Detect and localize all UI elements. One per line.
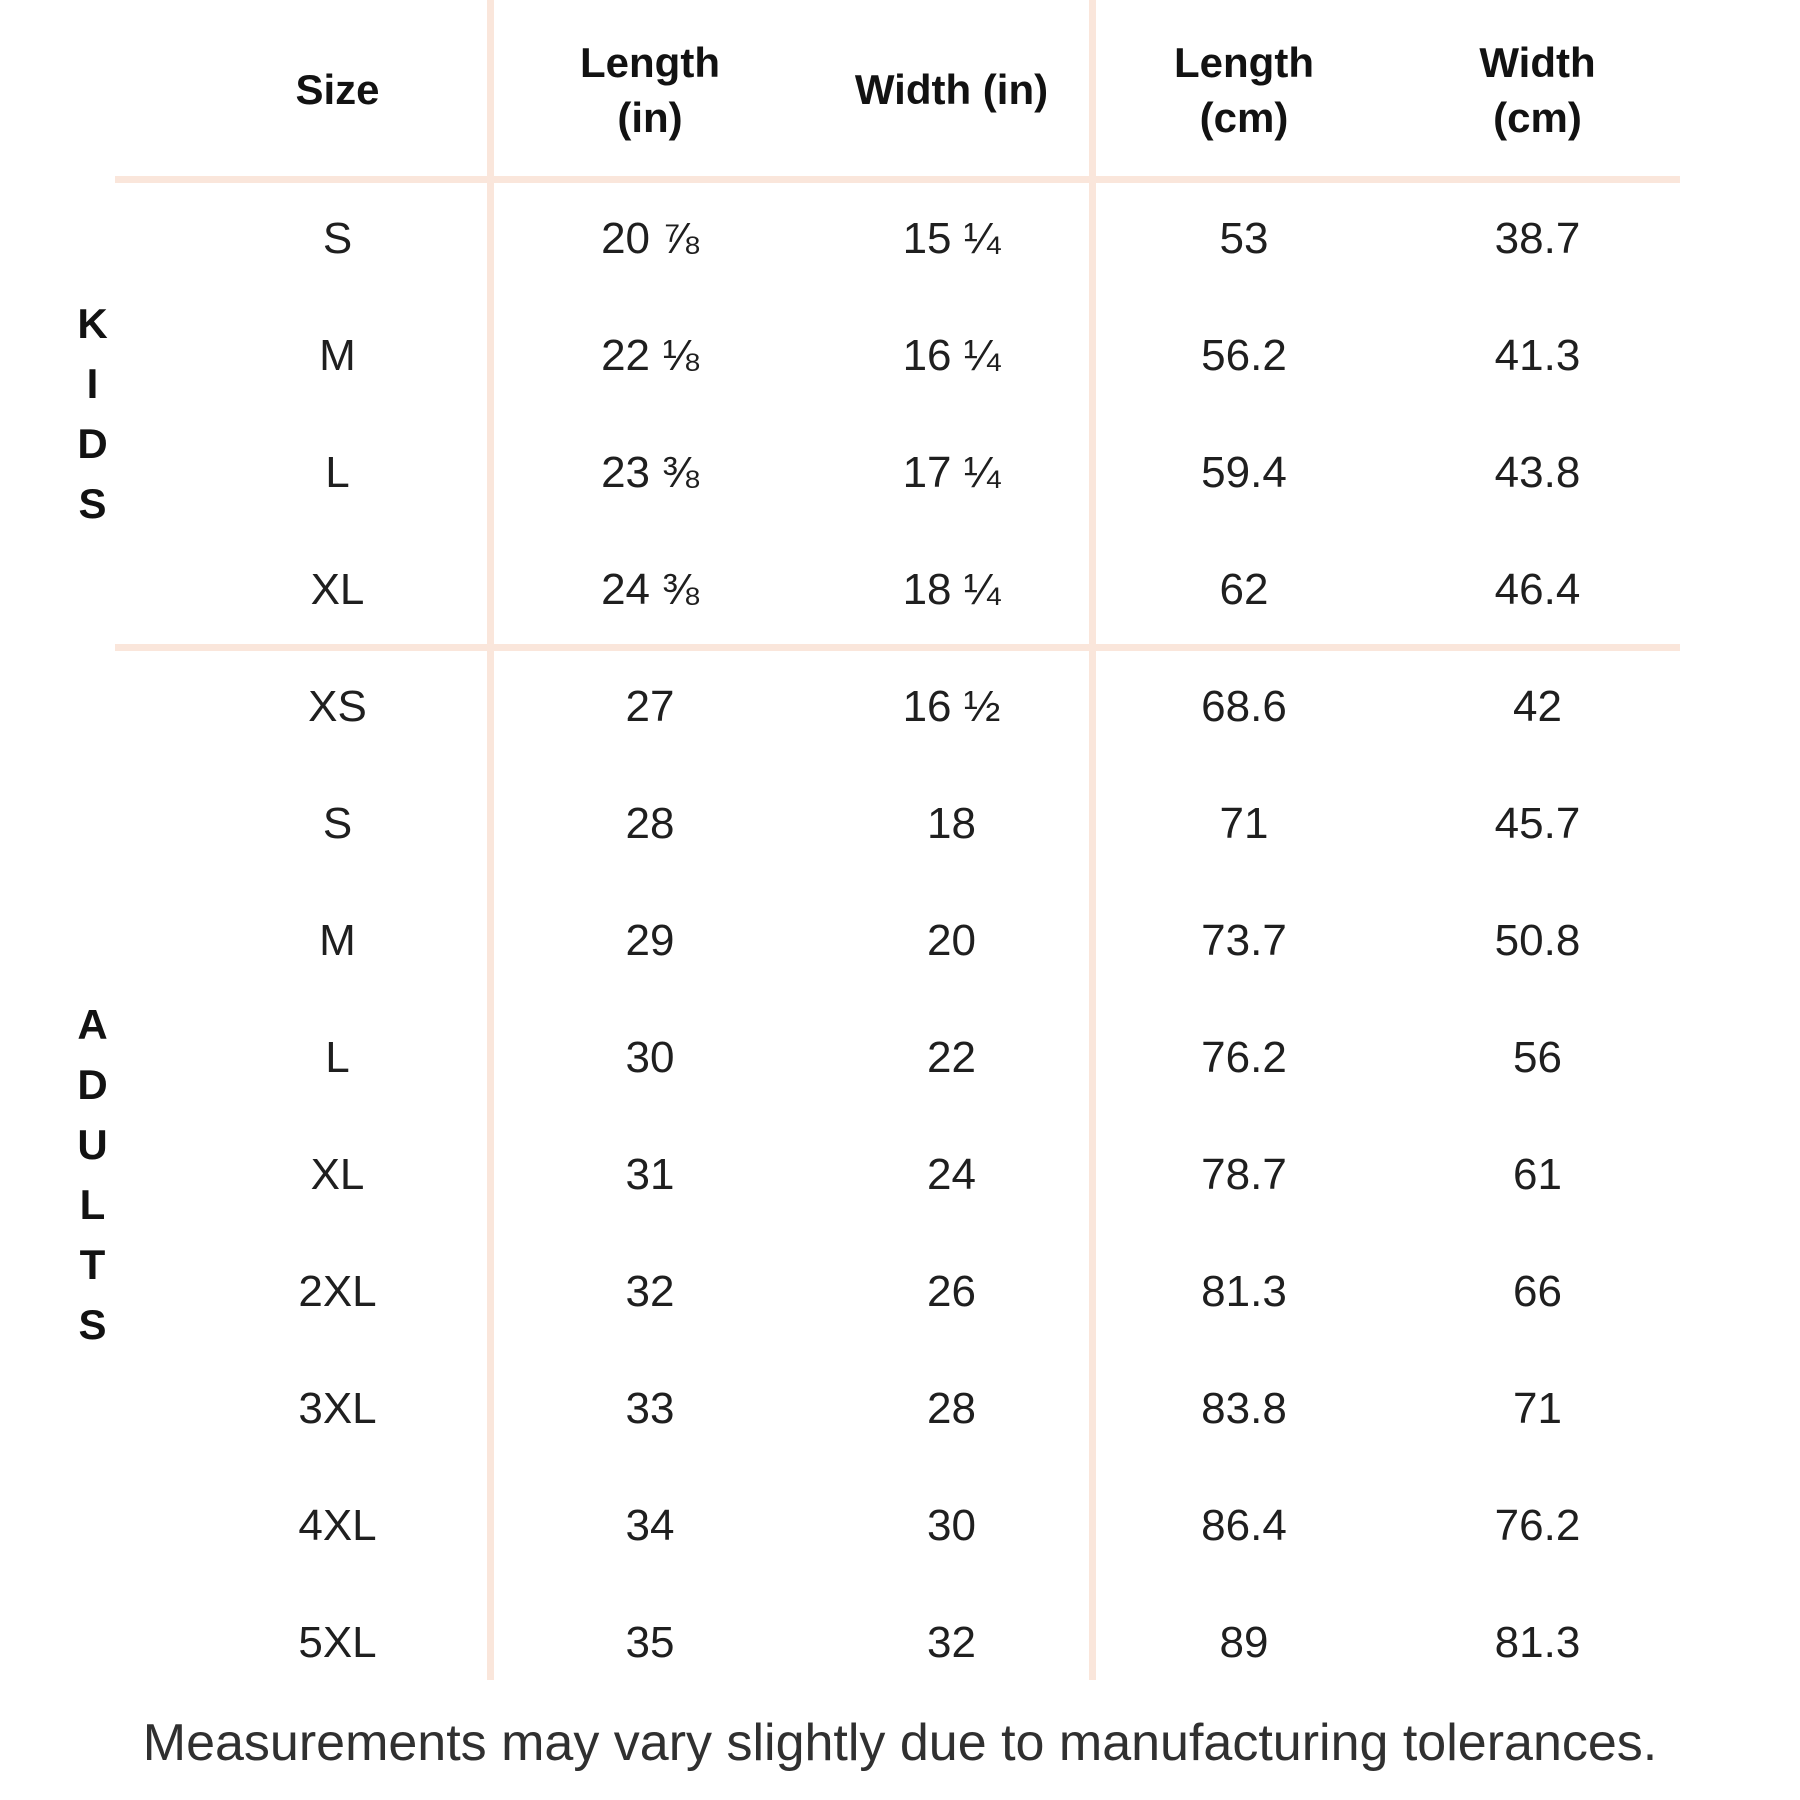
kids-size-cell: L [325,447,350,497]
header-size-line1: Size [295,66,380,114]
header-spacer [0,0,185,180]
header-width-cm: Width (cm) [1395,0,1680,180]
adults-width-in-cell: 20 [927,915,976,965]
kids-width-cm-cell: 38.7 [1494,213,1581,263]
adults-length-cm-cell: 81.3 [1201,1266,1287,1316]
kids-group-cell: KIDS [0,180,185,648]
adults-length-in-cell: 35 [625,1617,675,1667]
kids-group-label: KIDS [77,300,108,527]
adults-length-cm-cell: 83.8 [1201,1383,1287,1433]
adults-length-in-cell: 27 [625,681,675,731]
adults-length-cm-cell: 78.7 [1201,1149,1287,1199]
header-length-cm: Length (cm) [1093,0,1395,180]
kids-width-in-cell: 15 ¼ [902,213,1001,263]
adults-size-cell: XS [308,681,367,731]
adults-width-cm-cell: 50.8 [1494,915,1581,965]
adults-width-cm-cell: 76.2 [1494,1500,1581,1550]
header-width-in-line1: Width (in) [854,66,1049,114]
kids-length-cm-cell: 56.2 [1201,330,1287,380]
table-header-row: Size Length (in) Width (in) Length (cm) … [0,0,1680,180]
adults-length-cm-cell: 71 [1219,798,1269,848]
adults-group-label: ADULTS [77,1000,108,1348]
kids-width-in-cell: 17 ¼ [902,447,1001,497]
kids-width-cm-cell: 41.3 [1494,330,1581,380]
kids-length-in-cell: 24 ⅜ [601,564,699,614]
kids-length-in-cell: 22 ⅛ [601,330,699,380]
adults-width-in-cell: 32 [927,1617,976,1667]
adults-width-in-cell: 28 [927,1383,976,1433]
kids-adults-divider-line [115,644,1680,651]
kids-size-cell: M [319,330,356,380]
adults-length-cm-cell: 89 [1219,1617,1269,1667]
column-divider-line-2 [1089,0,1096,1680]
adults-width-cm-cell: 56 [1513,1032,1562,1082]
header-underline [115,176,1680,183]
kids-width-cm-cell: 46.4 [1494,564,1581,614]
adults-length-in-cell: 28 [625,798,675,848]
adults-width-cm-cell: 66 [1513,1266,1562,1316]
kids-size-cell: S [322,213,353,263]
adults-length-cm-cell: 68.6 [1201,681,1287,731]
adults-length-cm-cell: 86.4 [1201,1500,1287,1550]
kids-length-cm-cell: 62 [1219,564,1269,614]
adults-width-cm-cell: 61 [1513,1149,1562,1199]
header-length-cm-line2: (cm) [1199,94,1289,141]
adults-length-cm-cell: 76.2 [1201,1032,1287,1082]
header-length-in: Length (in) [490,0,810,180]
kids-section: KIDS S 20 ⅞ 15 ¼ 53 38.7 M 22 ⅛ 16 ¼ 56.… [0,180,1680,648]
header-width-in: Width (in) [810,0,1093,180]
adults-width-in-cell: 26 [927,1266,976,1316]
adults-length-in-cell: 29 [625,915,675,965]
header-size: Size [185,0,490,180]
kids-length-cm-cell: 53 [1219,213,1269,263]
kids-width-in-cell: 16 ¼ [902,330,1001,380]
adults-size-cell: 2XL [298,1266,377,1316]
adults-width-in-cell: 16 ½ [902,681,1001,731]
adults-width-cm-cell: 71 [1513,1383,1562,1433]
header-width-cm-line1: Width [1479,38,1596,86]
column-divider-line-1 [487,0,494,1680]
adults-width-in-cell: 22 [927,1032,976,1082]
adults-length-cm-cell: 73.7 [1201,915,1287,965]
header-length-in-line1: Length [580,38,720,86]
adults-width-cm-cell: 81.3 [1494,1617,1581,1667]
header-length-cm-line1: Length [1174,38,1314,86]
adults-size-cell: M [319,915,356,965]
adults-size-cell: 4XL [298,1500,377,1550]
adults-width-in-cell: 24 [927,1149,976,1199]
adults-size-cell: 3XL [298,1383,377,1433]
header-width-cm-line2: (cm) [1493,94,1582,141]
adults-length-in-cell: 34 [625,1500,675,1550]
kids-width-cm-cell: 43.8 [1494,447,1581,497]
adults-size-cell: L [325,1032,350,1082]
adults-length-in-cell: 30 [625,1032,675,1082]
adults-width-cm-cell: 42 [1513,681,1562,731]
tolerance-note: Measurements may vary slightly due to ma… [142,1714,1658,1772]
adults-length-in-cell: 31 [625,1149,675,1199]
adults-section: ADULTS XS 27 16 ½ 68.6 42 S 28 18 71 45.… [0,648,1680,1701]
header-length-in-line2: (in) [617,94,683,141]
kids-size-cell: XL [310,564,365,614]
kids-length-in-cell: 23 ⅜ [601,447,699,497]
adults-width-in-cell: 18 [927,798,976,848]
adults-group-cell: ADULTS [0,648,185,1701]
kids-length-in-cell: 20 ⅞ [601,213,699,263]
adults-size-cell: XL [310,1149,365,1199]
adults-size-cell: S [322,798,353,848]
adults-length-in-cell: 32 [625,1266,675,1316]
adults-length-in-cell: 33 [625,1383,675,1433]
adults-width-in-cell: 30 [927,1500,976,1550]
kids-length-cm-cell: 59.4 [1201,447,1287,497]
adults-size-cell: 5XL [298,1617,377,1667]
kids-width-in-cell: 18 ¼ [902,564,1001,614]
adults-width-cm-cell: 45.7 [1494,798,1581,848]
